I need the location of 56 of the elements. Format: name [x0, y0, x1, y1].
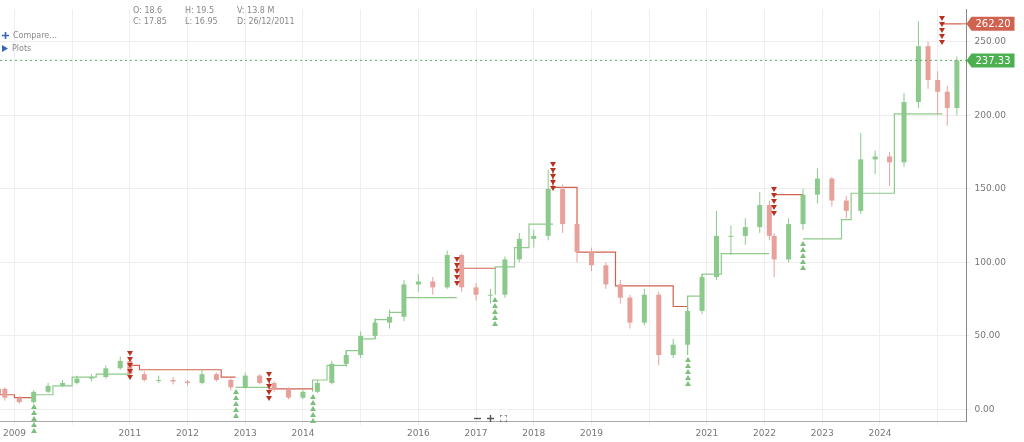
- candlestick: [843, 195, 849, 219]
- point: [453, 263, 460, 269]
- x-tick-label: 2017: [464, 427, 488, 438]
- y-tick-label: 100.00: [974, 256, 1007, 267]
- x-tick-label: 2016: [406, 427, 431, 438]
- candlestick: [588, 247, 594, 272]
- x-tick-label: 2022: [753, 427, 777, 438]
- x-tick-label: 2012: [176, 427, 200, 438]
- candlestick: [728, 225, 734, 256]
- x-tick-label: 2024: [868, 427, 892, 438]
- annotation: D: 26/12/2011: [237, 17, 295, 26]
- candlestick: [603, 261, 609, 290]
- candlestick: [387, 308, 393, 330]
- x-tick-label: 2011: [118, 427, 142, 438]
- candlestick: [771, 232, 777, 278]
- candlestick: [872, 150, 878, 175]
- candlestick: [944, 85, 950, 127]
- candlestick: [887, 151, 893, 187]
- point: [266, 378, 273, 384]
- candlestick: [829, 176, 835, 207]
- y-tick-label: 200.00: [974, 109, 1007, 120]
- x-tick-label: 2018: [522, 427, 546, 438]
- annotation: C: 17.85: [133, 17, 167, 26]
- candlestick: [473, 282, 479, 302]
- annotation: O: 18.6: [133, 6, 163, 15]
- annotation: Compare...: [13, 31, 57, 40]
- candlestick: [742, 217, 748, 246]
- x-tick-label: 2014: [291, 427, 315, 438]
- annotation: Plots: [12, 44, 32, 53]
- annotation: L: 16.95: [185, 17, 218, 26]
- candlestick: [814, 167, 820, 205]
- point: [771, 192, 778, 198]
- candlestick: [670, 338, 676, 359]
- candlestick: [617, 279, 623, 305]
- y-tick-label: 150.00: [974, 183, 1007, 194]
- x-tick-label: 2009: [3, 427, 27, 438]
- candlestick: [372, 317, 378, 340]
- candlestick: [358, 330, 364, 359]
- point: [939, 21, 946, 27]
- y-tick-label: 50.00: [974, 330, 1001, 341]
- candlestick: [757, 191, 763, 234]
- annotation: H: 19.5: [185, 6, 215, 15]
- y-tick-label: 250.00: [974, 36, 1007, 47]
- candlestick: [329, 360, 335, 385]
- ref-line-label: 237.33: [975, 54, 1011, 66]
- x-tick-label: 2013: [233, 427, 257, 438]
- candlestick: [935, 70, 941, 116]
- point: [126, 357, 133, 363]
- candlestick: [516, 232, 522, 263]
- annotation: 262.20: [975, 18, 1011, 30]
- annotation: V: 13.8 M: [237, 6, 275, 15]
- x-tick-label: 2019: [580, 427, 604, 438]
- x-tick-label: 2023: [810, 427, 834, 438]
- y-tick-label: 0.00: [974, 403, 995, 414]
- point: [549, 167, 556, 173]
- x-tick-label: 2021: [695, 427, 719, 438]
